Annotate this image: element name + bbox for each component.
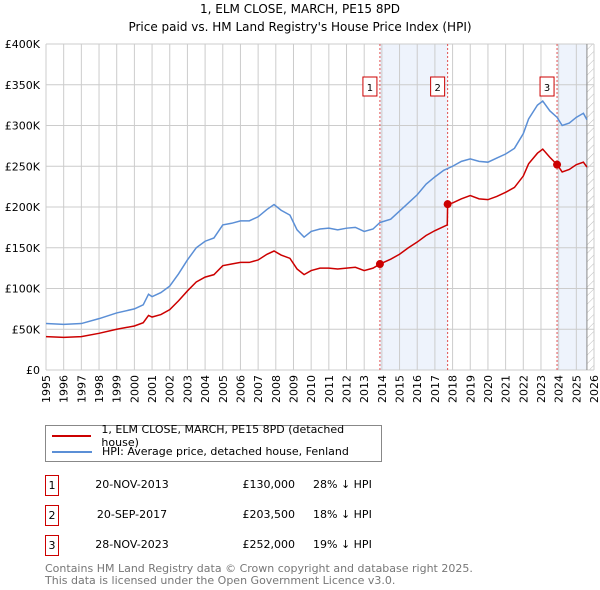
- x-tick-label: 2004: [199, 375, 212, 403]
- x-tick-label: 2006: [234, 375, 247, 403]
- x-tick-label: 2022: [517, 375, 530, 403]
- x-tick-label: 2017: [429, 375, 442, 403]
- x-tick-label: 2008: [270, 375, 283, 403]
- x-tick-label: 1996: [58, 375, 71, 403]
- sale-hpi: 28% ↓ HPI: [313, 478, 372, 491]
- sale-price: £130,000: [242, 478, 296, 491]
- footer-licence: This data is licensed under the Open Gov…: [45, 574, 396, 587]
- sale-marker-label: 3: [45, 535, 59, 556]
- legend-item-hpi: HPI: Average price, detached house, Fenl…: [52, 444, 349, 459]
- y-tick-label: £350K: [5, 79, 41, 92]
- sale-point: [443, 200, 452, 209]
- x-tick-label: 1998: [93, 375, 106, 403]
- x-tick-label: 1995: [40, 375, 53, 403]
- sale-date: 28-NOV-2023: [95, 538, 169, 551]
- x-tick-label: 2009: [287, 375, 300, 403]
- y-tick-label: £100K: [5, 283, 41, 296]
- series-line: [45, 148, 588, 339]
- chart-title: 1, ELM CLOSE, MARCH, PE15 8PD: [200, 2, 400, 16]
- y-tick-label: £250K: [5, 160, 41, 173]
- x-tick-label: 2012: [341, 375, 354, 403]
- y-tick-label: £400K: [5, 38, 41, 51]
- y-tick-label: £300K: [5, 120, 41, 133]
- sale-hpi: 18% ↓ HPI: [313, 508, 372, 521]
- chart-subtitle: Price paid vs. HM Land Registry's House …: [128, 20, 471, 34]
- legend-item-property: 1, ELM CLOSE, MARCH, PE15 8PD (detached …: [52, 423, 381, 449]
- legend-label: HPI: Average price, detached house, Fenl…: [102, 445, 349, 458]
- series-line: [45, 99, 588, 326]
- sale-marker-box: [362, 76, 378, 97]
- x-tick-label: 1999: [111, 375, 124, 403]
- x-tick-label: 2002: [164, 375, 177, 403]
- x-tick-label: 2018: [447, 375, 460, 403]
- x-tick-label: 2015: [394, 375, 407, 403]
- y-tick-label: £0: [26, 364, 40, 377]
- legend-swatch-red: [52, 434, 92, 437]
- x-tick-label: 2014: [376, 375, 389, 403]
- x-tick-label: 2003: [181, 375, 194, 403]
- x-tick-label: 2020: [482, 375, 495, 403]
- x-tick-label: 1997: [75, 375, 88, 403]
- legend: 1, ELM CLOSE, MARCH, PE15 8PD (detached …: [45, 423, 382, 462]
- x-tick-label: 2023: [535, 375, 548, 403]
- legend-label: 1, ELM CLOSE, MARCH, PE15 8PD (detached …: [101, 422, 345, 449]
- x-tick-label: 2025: [570, 375, 583, 403]
- sale-marker-label: 1: [45, 475, 59, 496]
- sale-marker-box: [430, 76, 446, 97]
- x-tick-label: 2024: [553, 375, 566, 403]
- x-tick-label: 2000: [128, 375, 141, 403]
- y-tick-label: £150K: [5, 242, 41, 255]
- y-tick-label: £200K: [5, 201, 41, 214]
- sale-marker-label: 1: [367, 83, 373, 94]
- sale-hpi: 19% ↓ HPI: [313, 538, 372, 551]
- sale-point: [553, 160, 562, 169]
- sale-price: £252,000: [242, 538, 296, 551]
- x-tick-label: 2010: [305, 375, 318, 403]
- footer: Contains HM Land Registry data © Crown c…: [45, 563, 473, 587]
- x-tick-label: 2011: [323, 375, 336, 403]
- x-tick-label: 2021: [500, 375, 513, 403]
- legend-swatch-blue: [52, 450, 92, 453]
- y-tick-label: £50K: [12, 323, 41, 336]
- x-tick-label: 2026: [588, 375, 600, 403]
- sale-marker-box: [539, 76, 555, 97]
- x-tick-label: 2005: [217, 375, 230, 403]
- sale-marker-label: 2: [45, 505, 59, 526]
- sale-date: 20-SEP-2017: [96, 508, 168, 521]
- sale-marker-label: 2: [434, 83, 440, 94]
- sale-date: 20-NOV-2013: [95, 478, 169, 491]
- x-tick-label: 2001: [146, 375, 159, 403]
- x-tick-label: 2019: [464, 375, 477, 403]
- footer-copyright: Contains HM Land Registry data © Crown c…: [45, 562, 473, 575]
- sale-marker-label: 3: [544, 83, 550, 94]
- sale-point: [375, 260, 384, 269]
- x-tick-label: 2016: [411, 375, 424, 403]
- x-tick-label: 2007: [252, 375, 265, 403]
- price-chart: 1, ELM CLOSE, MARCH, PE15 8PD Price paid…: [5, 2, 600, 403]
- sale-price: £203,500: [242, 508, 296, 521]
- x-tick-label: 2013: [358, 375, 371, 403]
